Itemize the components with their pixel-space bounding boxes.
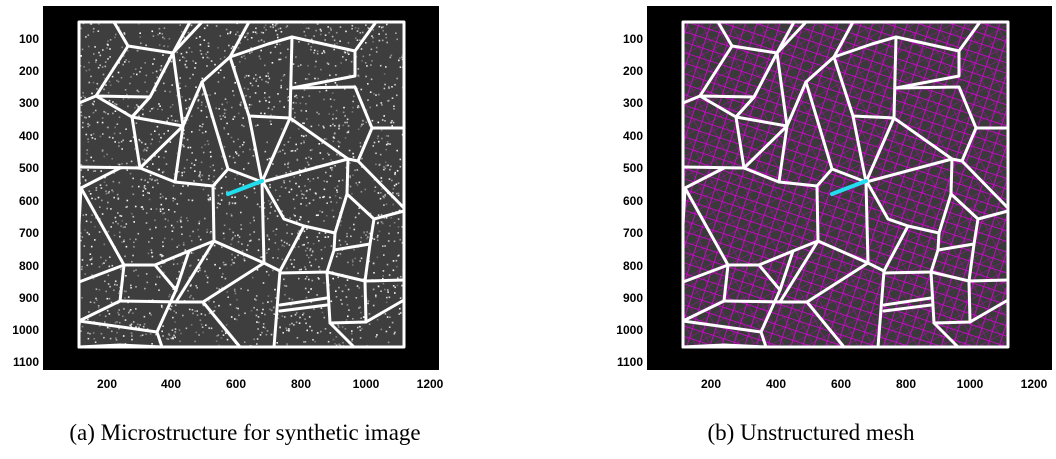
y-axis-ticks: 100 200 300 400 500 600 700 800 900 1000… xyxy=(616,32,643,369)
x-tick-label: 1000 xyxy=(957,377,984,391)
x-tick-label: 800 xyxy=(896,377,916,391)
y-tick-label: 300 xyxy=(19,96,39,110)
y-tick-label: 100 xyxy=(19,32,39,46)
panel-b: 100 200 300 400 500 600 700 800 900 1000… xyxy=(556,0,1056,459)
grain-boundaries xyxy=(681,20,1010,349)
highlighted-boundary xyxy=(830,179,868,196)
y-tick-label: 1000 xyxy=(616,323,643,337)
y-tick-label: 200 xyxy=(623,64,643,78)
x-tick-label: 800 xyxy=(291,377,311,391)
x-tick-label: 200 xyxy=(97,377,117,391)
x-tick-label: 600 xyxy=(831,377,851,391)
caption-text: Microstructure for synthetic image xyxy=(100,420,421,445)
y-tick-label: 900 xyxy=(623,291,643,305)
y-tick-label: 300 xyxy=(623,96,643,110)
y-tick-label: 800 xyxy=(623,259,643,273)
y-axis-ticks: 100 200 300 400 500 600 700 800 900 1000… xyxy=(12,32,39,369)
y-tick-label: 700 xyxy=(19,226,39,240)
caption-b: (b) Unstructured mesh xyxy=(576,420,1046,446)
x-axis-ticks: 200 400 600 800 1000 1200 xyxy=(97,377,444,391)
y-tick-label: 700 xyxy=(623,226,643,240)
caption-label: (b) xyxy=(707,420,735,445)
y-tick-label: 1100 xyxy=(13,355,39,369)
y-tick-label: 800 xyxy=(19,259,39,273)
x-tick-label: 1200 xyxy=(417,377,444,391)
panel-a: 100 200 300 400 500 600 700 800 900 1000… xyxy=(0,0,500,459)
microstructure-plot: 100 200 300 400 500 600 700 800 900 1000… xyxy=(12,6,444,391)
x-tick-label: 200 xyxy=(701,377,721,391)
x-tick-label: 400 xyxy=(161,377,181,391)
mesh-plot: 100 200 300 400 500 600 700 800 900 1000… xyxy=(616,6,1052,391)
y-tick-label: 600 xyxy=(19,194,39,208)
y-tick-label: 400 xyxy=(623,129,643,143)
x-tick-label: 600 xyxy=(226,377,246,391)
y-tick-label: 500 xyxy=(623,161,643,175)
y-tick-label: 1000 xyxy=(12,323,39,337)
x-tick-label: 1000 xyxy=(353,377,380,391)
y-tick-label: 900 xyxy=(19,291,39,305)
caption-a: (a) Microstructure for synthetic image xyxy=(10,420,480,446)
grain-boundaries xyxy=(77,20,406,349)
caption-text: Unstructured mesh xyxy=(740,420,915,445)
x-axis-ticks: 200 400 600 800 1000 1200 xyxy=(701,377,1048,391)
y-tick-label: 1100 xyxy=(617,355,643,369)
y-tick-label: 500 xyxy=(19,161,39,175)
highlighted-boundary xyxy=(226,179,264,196)
y-tick-label: 400 xyxy=(19,129,39,143)
x-tick-label: 400 xyxy=(766,377,786,391)
y-tick-label: 600 xyxy=(623,194,643,208)
x-tick-label: 1200 xyxy=(1021,377,1048,391)
caption-label: (a) xyxy=(69,420,95,445)
y-tick-label: 100 xyxy=(623,32,643,46)
y-tick-label: 200 xyxy=(19,64,39,78)
